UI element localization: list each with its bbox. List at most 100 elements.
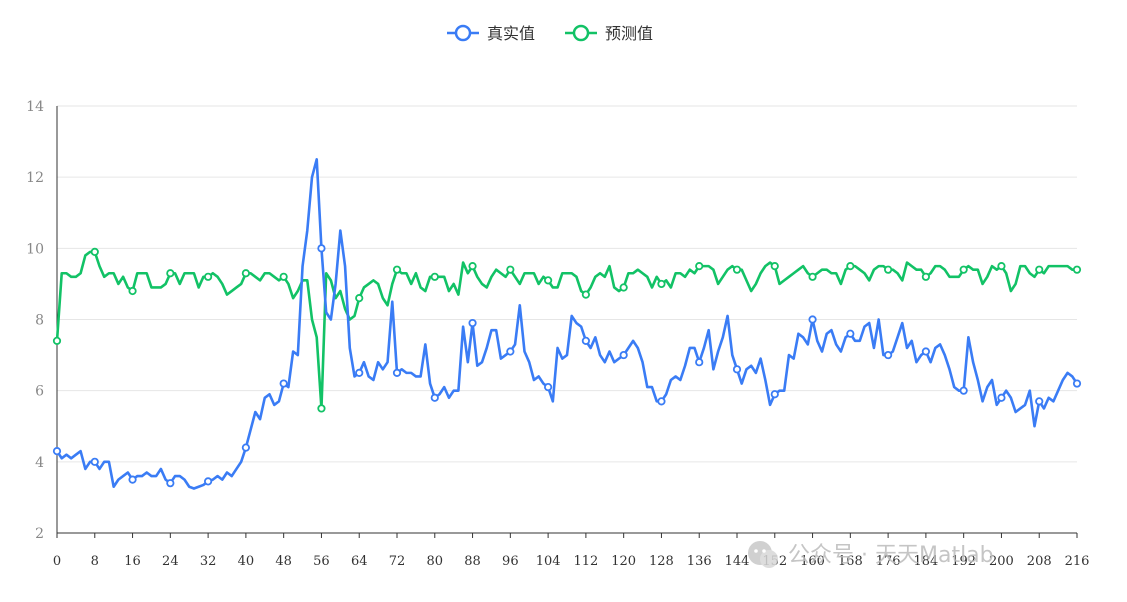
data-point[interactable]	[1072, 379, 1082, 388]
data-point[interactable]	[808, 315, 817, 324]
x-tick-label: 0	[53, 554, 61, 569]
data-point[interactable]	[317, 404, 326, 413]
data-point[interactable]	[619, 283, 628, 292]
legend-marker-icon	[572, 24, 590, 42]
y-tick-label: 12	[26, 170, 44, 186]
data-point[interactable]	[1072, 265, 1082, 274]
x-tick-label: 64	[351, 554, 368, 569]
data-point[interactable]	[128, 475, 137, 484]
legend-label: 真实值	[487, 24, 535, 43]
x-tick-label: 80	[427, 554, 444, 569]
x-tick-label: 136	[687, 554, 712, 569]
x-tick-label: 32	[200, 554, 217, 569]
y-axis-ticks: 2 4 6 8 10 12 14	[26, 99, 44, 542]
data-point[interactable]	[657, 279, 666, 289]
chart-series	[52, 158, 1082, 490]
x-axis: 0 8 16 24 32 40 48 56 64 72 80 88 96 104 112 120 128 136 1…	[53, 106, 1090, 569]
data-point[interactable]	[52, 336, 62, 345]
data-point[interactable]	[884, 350, 893, 360]
data-point[interactable]	[468, 262, 477, 271]
data-point[interactable]	[392, 368, 402, 377]
x-tick-label: 168	[838, 554, 863, 569]
data-point[interactable]	[846, 262, 855, 271]
data-point[interactable]	[166, 269, 175, 278]
data-point[interactable]	[204, 272, 213, 281]
data-point[interactable]	[959, 386, 968, 395]
wechat-icon	[748, 541, 778, 568]
data-point[interactable]	[1035, 265, 1044, 274]
data-point[interactable]	[695, 262, 704, 271]
data-point[interactable]	[921, 272, 930, 281]
x-tick-label: 112	[573, 554, 598, 569]
data-point[interactable]	[52, 447, 62, 456]
data-point[interactable]	[279, 272, 288, 281]
x-tick-label: 128	[649, 554, 674, 569]
data-point[interactable]	[732, 265, 742, 274]
data-point[interactable]	[90, 457, 99, 466]
x-tick-label: 176	[876, 554, 901, 569]
data-point[interactable]	[770, 262, 779, 271]
watermark: 公众号 · 天天Matlab	[748, 541, 994, 568]
data-point[interactable]	[204, 477, 213, 486]
data-point[interactable]	[90, 247, 99, 256]
data-point[interactable]	[1035, 397, 1044, 406]
data-point[interactable]	[732, 365, 742, 374]
data-point[interactable]	[430, 272, 439, 281]
y-tick-label: 14	[26, 99, 44, 115]
data-point[interactable]	[808, 272, 817, 281]
x-tick-label: 104	[536, 554, 561, 569]
data-point[interactable]	[128, 286, 137, 296]
x-tick-label: 88	[464, 554, 481, 569]
x-tick-label: 40	[238, 554, 255, 569]
data-point[interactable]	[959, 265, 968, 274]
data-point[interactable]	[355, 368, 364, 377]
data-point[interactable]	[846, 329, 855, 338]
data-point[interactable]	[468, 318, 477, 328]
chart-grid	[57, 105, 1077, 534]
data-point[interactable]	[695, 358, 704, 367]
series-line	[55, 250, 1079, 410]
y-tick-label: 8	[35, 313, 44, 329]
data-point[interactable]	[921, 347, 930, 356]
x-tick-label: 120	[611, 554, 636, 569]
data-point[interactable]	[544, 383, 553, 392]
data-point[interactable]	[770, 390, 779, 399]
data-point[interactable]	[279, 379, 288, 388]
legend-item[interactable]: 真实值	[447, 24, 535, 43]
data-point[interactable]	[430, 393, 439, 402]
data-point[interactable]	[581, 336, 590, 345]
data-point[interactable]	[884, 265, 893, 274]
data-point[interactable]	[241, 443, 250, 452]
x-tick-label: 216	[1065, 554, 1090, 569]
x-tick-label: 8	[91, 554, 99, 569]
data-point[interactable]	[544, 276, 553, 285]
y-tick-label: 2	[35, 526, 44, 542]
x-tick-label: 200	[989, 554, 1014, 569]
watermark-text: 公众号 · 天天Matlab	[788, 543, 994, 568]
data-point[interactable]	[657, 397, 666, 406]
data-point[interactable]	[997, 393, 1006, 402]
chart-legend[interactable]: 真实值 预测值	[447, 24, 653, 43]
series-line	[55, 158, 1079, 490]
data-point[interactable]	[997, 262, 1006, 271]
data-point[interactable]	[166, 479, 175, 488]
y-tick-label: 6	[35, 384, 44, 400]
x-tick-label: 96	[502, 554, 519, 569]
x-tick-label: 160	[800, 554, 825, 569]
data-point[interactable]	[355, 294, 364, 303]
data-point[interactable]	[581, 290, 590, 299]
x-tick-label: 192	[951, 554, 976, 569]
data-point[interactable]	[506, 265, 515, 274]
x-tick-label: 56	[313, 554, 330, 569]
data-point[interactable]	[241, 269, 250, 278]
x-tick-label: 144	[725, 554, 750, 569]
legend-item[interactable]: 预测值	[565, 24, 653, 43]
legend-label: 预测值	[605, 24, 653, 43]
data-point[interactable]	[619, 350, 628, 360]
x-tick-label: 48	[275, 554, 292, 569]
data-point[interactable]	[392, 265, 402, 274]
data-point[interactable]	[317, 244, 326, 253]
data-point[interactable]	[506, 347, 515, 356]
x-tick-label: 72	[389, 554, 406, 569]
